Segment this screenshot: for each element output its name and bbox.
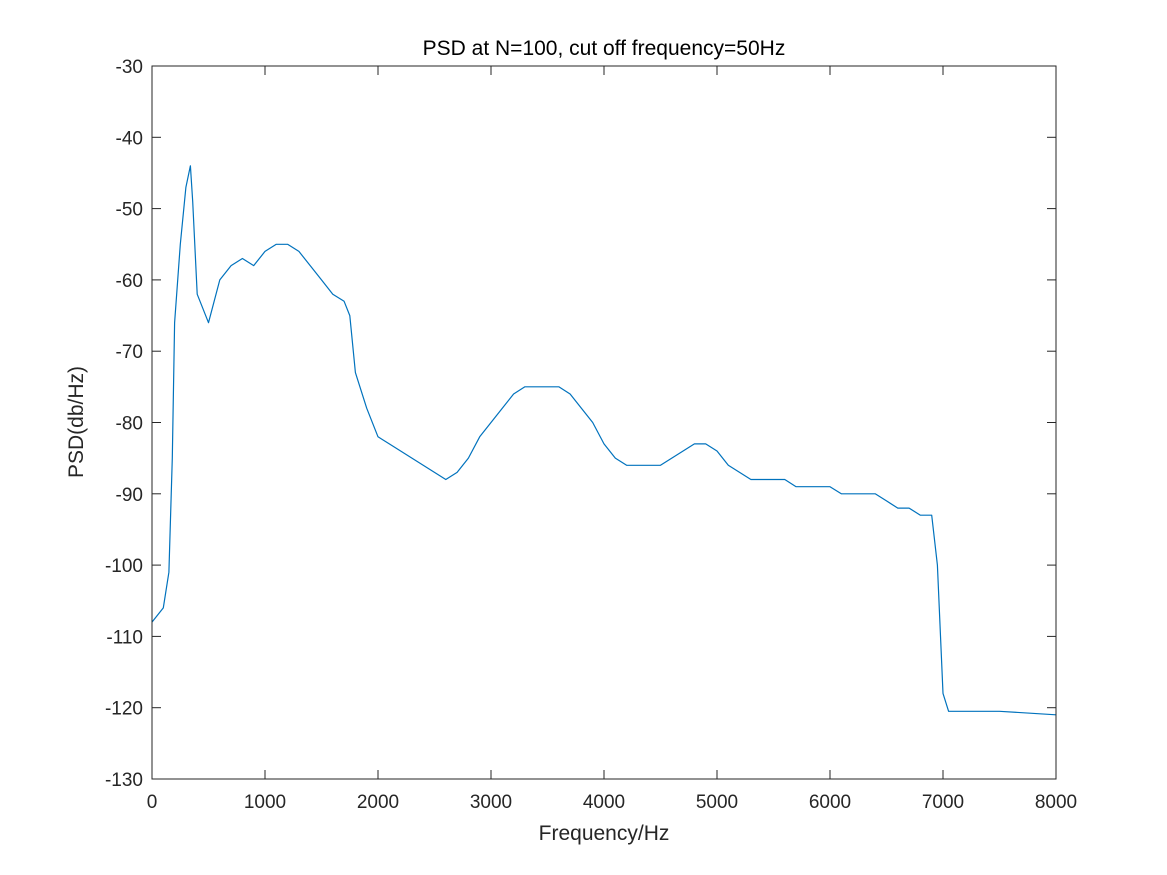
x-tick-label: 3000 xyxy=(470,792,512,813)
plot-background xyxy=(152,66,1056,779)
y-tick-label: -130 xyxy=(105,770,143,791)
y-tick-label: -60 xyxy=(116,271,143,292)
y-tick-label: -90 xyxy=(116,485,143,506)
x-tick-label: 4000 xyxy=(583,792,625,813)
y-tick-label: -50 xyxy=(116,200,143,221)
y-tick-label: -40 xyxy=(116,128,143,149)
x-axis-title: Frequency/Hz xyxy=(539,822,670,845)
y-tick-label: -120 xyxy=(105,699,143,720)
y-tick-label: -80 xyxy=(116,414,143,435)
axis-ticks: 0 1000 2000 3000 4000 5000 6000 7000 8000 -30 -40 -… xyxy=(105,57,1077,813)
psd-series-line xyxy=(152,165,1056,716)
y-tick-label: -30 xyxy=(116,57,143,78)
x-tick-label: 2000 xyxy=(357,792,399,813)
plot-area xyxy=(151,65,1057,780)
y-tick-label: -110 xyxy=(106,627,143,648)
x-tick-label: 0 xyxy=(147,792,158,813)
y-tick-label: -100 xyxy=(105,556,143,577)
x-tick-label: 1000 xyxy=(244,792,286,813)
x-tick-label: 6000 xyxy=(809,792,851,813)
y-axis-title: PSD(db/Hz) xyxy=(65,366,88,478)
y-tick-label: -70 xyxy=(116,342,143,363)
x-tick-label: 5000 xyxy=(696,792,738,813)
x-tick-label: 8000 xyxy=(1035,792,1077,813)
chart-title: PSD at N=100, cut off frequency=50Hz xyxy=(423,37,786,60)
x-tick-label: 7000 xyxy=(922,792,964,813)
